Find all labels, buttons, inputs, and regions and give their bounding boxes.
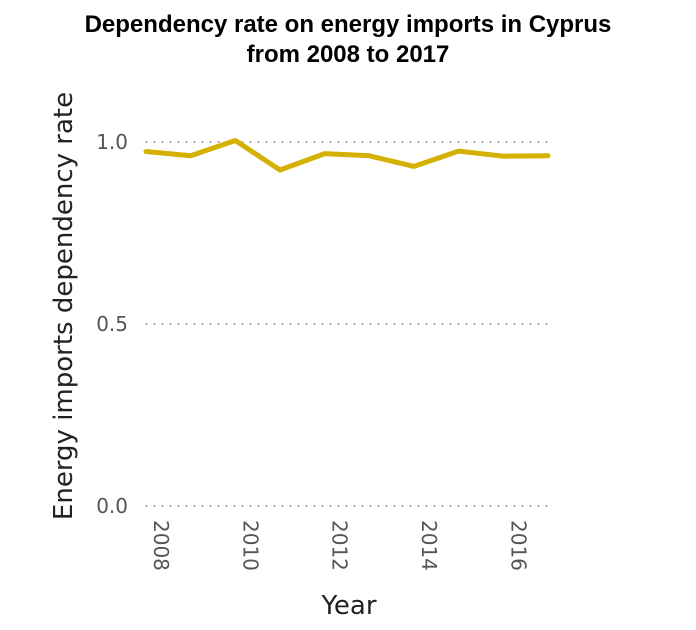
- y-tick-labels: 0.0 0.5 1.0: [96, 130, 128, 518]
- x-tick-labels: 2008 2010 2012 2014 2016: [149, 520, 530, 571]
- chart-title-line-1: Dependency rate on energy imports in Cyp…: [85, 11, 612, 38]
- x-tick-label: 2016: [506, 520, 530, 571]
- series-line: [143, 138, 551, 173]
- chart-title-line-2: from 2008 to 2017: [247, 41, 450, 68]
- y-tick-label: 0.0: [96, 494, 128, 518]
- y-tick-label: 1.0: [96, 130, 128, 154]
- x-tick-label: 2012: [328, 520, 352, 571]
- grid-lines: [145, 141, 549, 507]
- x-tick-label: 2014: [417, 520, 441, 571]
- y-axis-label: Energy imports dependency rate: [49, 92, 79, 520]
- x-tick-label: 2010: [238, 520, 262, 571]
- y-tick-label: 0.5: [96, 312, 128, 336]
- x-axis-label: Year: [320, 591, 376, 621]
- x-tick-label: 2008: [149, 520, 173, 571]
